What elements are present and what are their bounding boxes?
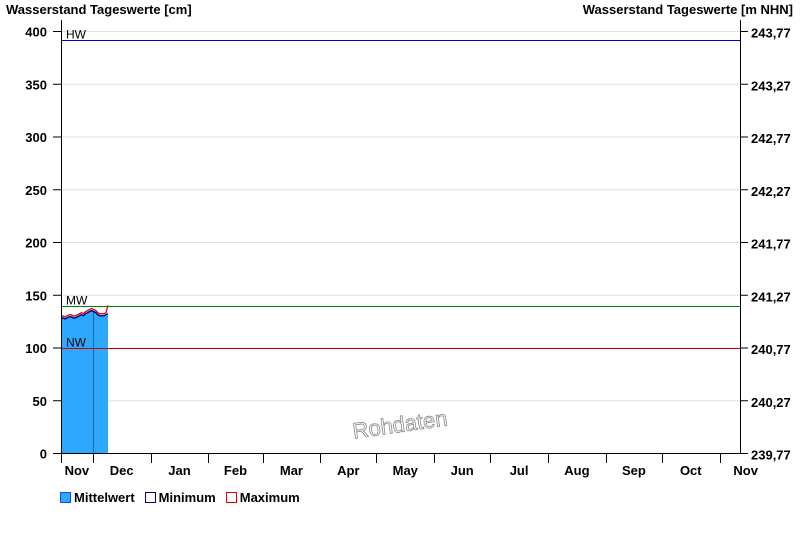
- legend-swatch: [225, 492, 237, 503]
- x-tick-label: Jul: [510, 463, 529, 478]
- series-mittelwert-area: [61, 309, 108, 453]
- legend-label: Mittelwert: [74, 490, 135, 505]
- x-tick-label: Mar: [280, 463, 303, 478]
- x-tick-label: Nov: [65, 463, 90, 478]
- legend-swatch: [60, 492, 71, 503]
- y-tick-label-right: 243,77: [751, 26, 791, 41]
- legend-swatch: [144, 492, 156, 503]
- x-tick-label: Jun: [451, 463, 474, 478]
- legend-mittelwert: Mittelwert: [60, 490, 135, 505]
- reference-label-mw: MW: [66, 294, 88, 308]
- y-tick-label: 250: [25, 183, 47, 198]
- series-maximum-line: [61, 305, 109, 318]
- left-axis-title: Wasserstand Tageswerte [cm]: [6, 2, 192, 17]
- y-tick-label: 200: [25, 236, 47, 251]
- x-tick-label: Nov: [733, 463, 758, 478]
- legend-label: Maximum: [239, 490, 300, 505]
- x-tick-label: Aug: [564, 463, 589, 478]
- y-tick-label: 50: [33, 394, 47, 409]
- reference-label-hw: HW: [66, 28, 87, 42]
- y-tick-label: 100: [25, 341, 47, 356]
- reference-label-nw: NW: [66, 336, 87, 350]
- legend-label: Minimum: [158, 490, 216, 505]
- y-tick-label: 400: [25, 25, 47, 40]
- y-tick-label-right: 241,27: [751, 289, 791, 304]
- x-tick-label: Apr: [337, 463, 359, 478]
- y-tick-label-right: 240,77: [751, 342, 791, 357]
- x-tick-label: Dec: [110, 463, 134, 478]
- y-tick-label-right: 239,77: [751, 448, 791, 463]
- y-tick-label-right: 241,77: [751, 237, 791, 252]
- x-tick-label: Sep: [622, 463, 646, 478]
- x-tick-label: May: [393, 463, 419, 478]
- legend: Mittelwert Minimum Maximum: [60, 490, 300, 505]
- y-tick-label-right: 242,77: [751, 131, 791, 146]
- y-tick-label-right: 242,27: [751, 184, 791, 199]
- x-tick-label: Jan: [168, 463, 190, 478]
- y-tick-label: 0: [40, 447, 47, 462]
- x-tick-label: Oct: [680, 463, 702, 478]
- legend-minimum: Minimum: [144, 490, 216, 505]
- y-tick-label: 300: [25, 130, 47, 145]
- y-tick-label: 350: [25, 77, 47, 92]
- watermark: Rohdaten: [351, 405, 449, 443]
- right-axis-title: Wasserstand Tageswerte [m NHN]: [582, 2, 793, 17]
- y-tick-label: 150: [25, 288, 47, 303]
- series-minimum-line: [61, 309, 109, 320]
- legend-maximum: Maximum: [225, 490, 300, 505]
- y-tick-label-right: 243,27: [751, 78, 791, 93]
- y-tick-label-right: 240,27: [751, 395, 791, 410]
- x-tick-label: Feb: [224, 463, 247, 478]
